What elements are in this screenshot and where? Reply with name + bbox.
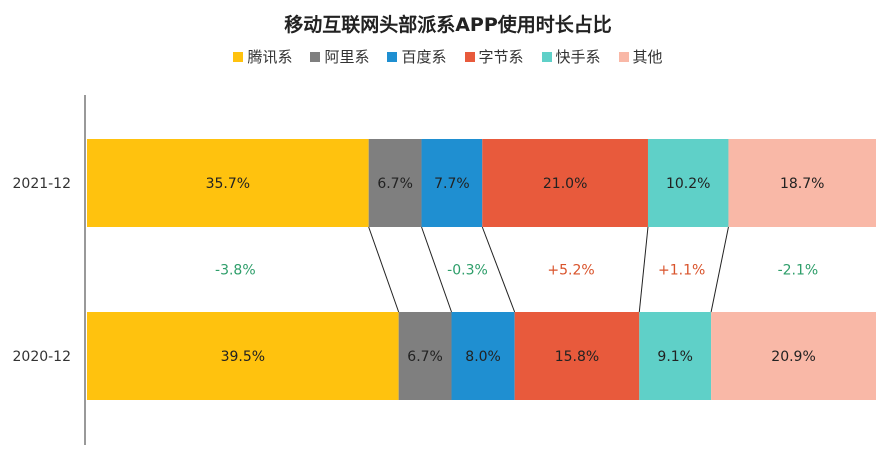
connector-line bbox=[481, 226, 516, 313]
data-label: 10.2% bbox=[666, 176, 710, 192]
data-label: 18.7% bbox=[780, 176, 824, 192]
legend-swatch bbox=[618, 51, 629, 62]
data-label: 35.7% bbox=[206, 176, 250, 192]
bar-segment bbox=[514, 312, 640, 400]
legend-label: 字节系 bbox=[478, 48, 524, 66]
legend-swatch bbox=[464, 51, 475, 62]
bar-segment bbox=[482, 139, 648, 227]
legend-swatch bbox=[310, 51, 321, 62]
legend-item: 腾讯系 bbox=[233, 46, 292, 67]
change-label: +5.2% bbox=[547, 263, 594, 279]
bar-segment bbox=[647, 139, 729, 227]
legend-item: 百度系 bbox=[387, 46, 447, 67]
change-label: -2.1% bbox=[778, 263, 819, 279]
bar-segment bbox=[368, 139, 422, 227]
chart-title: 移动互联网头部派系APP使用时长占比 bbox=[284, 14, 612, 36]
bar-segment bbox=[728, 139, 876, 227]
bar-segment bbox=[87, 139, 369, 227]
legend-item: 阿里系 bbox=[310, 46, 369, 67]
data-label: 8.0% bbox=[465, 349, 501, 365]
category-label: 2021-12 bbox=[13, 176, 72, 192]
legend-label: 腾讯系 bbox=[247, 48, 293, 66]
data-label: 6.7% bbox=[377, 176, 413, 192]
legend-swatch bbox=[233, 51, 244, 62]
change-label: +1.1% bbox=[658, 263, 705, 279]
bar-segment bbox=[398, 312, 452, 400]
data-label: 15.8% bbox=[555, 349, 599, 365]
legend-swatch bbox=[387, 51, 398, 62]
data-label: 21.0% bbox=[543, 176, 587, 192]
bar-segment bbox=[87, 312, 399, 400]
connector-line bbox=[368, 226, 400, 313]
data-label: 9.1% bbox=[657, 349, 693, 365]
data-label: 20.9% bbox=[771, 349, 815, 365]
legend-label: 百度系 bbox=[401, 48, 447, 66]
change-label: -3.8% bbox=[215, 263, 256, 279]
data-label: 6.7% bbox=[407, 349, 443, 365]
bar-segment bbox=[711, 312, 876, 400]
legend-item: 其他 bbox=[618, 46, 663, 67]
connector-line bbox=[710, 226, 729, 313]
connector-line bbox=[638, 226, 649, 313]
data-label: 39.5% bbox=[221, 349, 265, 365]
legend-label: 快手系 bbox=[555, 48, 601, 66]
change-label: -0.3% bbox=[447, 263, 488, 279]
data-label: 7.7% bbox=[434, 176, 470, 192]
legend-label: 阿里系 bbox=[324, 48, 370, 66]
category-label: 2020-12 bbox=[13, 349, 72, 365]
bar-segment bbox=[639, 312, 712, 400]
bar-segment bbox=[421, 139, 483, 227]
connector-line bbox=[421, 226, 452, 313]
legend-item: 快手系 bbox=[541, 46, 601, 67]
legend-item: 字节系 bbox=[464, 46, 524, 67]
legend: 腾讯系 阿里系 百度系 字节系 快手系 其他 bbox=[0, 46, 896, 67]
legend-swatch bbox=[541, 51, 552, 62]
bar-segment bbox=[451, 312, 515, 400]
legend-label: 其他 bbox=[632, 48, 663, 66]
